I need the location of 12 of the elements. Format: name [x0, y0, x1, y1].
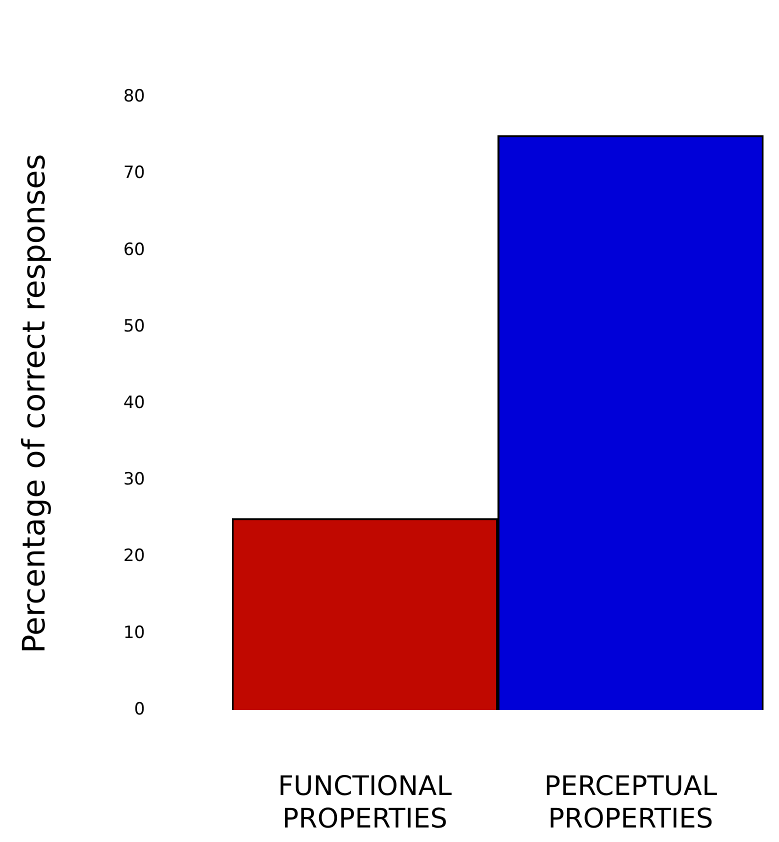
y-axis-title: Percentage of correct responses	[16, 154, 53, 654]
y-tick-label: 70	[123, 163, 145, 184]
x-tick-label: PERCEPTUAL PROPERTIES	[544, 771, 717, 835]
y-tick-label: 80	[123, 86, 145, 107]
y-tick-label: 20	[123, 546, 145, 566]
x-tick-label: FUNCTIONAL PROPERTIES	[278, 771, 452, 835]
y-tick-label: 40	[123, 393, 145, 414]
y-tick-label: 30	[123, 470, 145, 490]
y-tick-label: 60	[123, 240, 145, 260]
y-tick-label: 0	[134, 699, 145, 720]
y-tick-label: 50	[123, 316, 145, 336]
y-tick-label: 10	[123, 622, 145, 643]
